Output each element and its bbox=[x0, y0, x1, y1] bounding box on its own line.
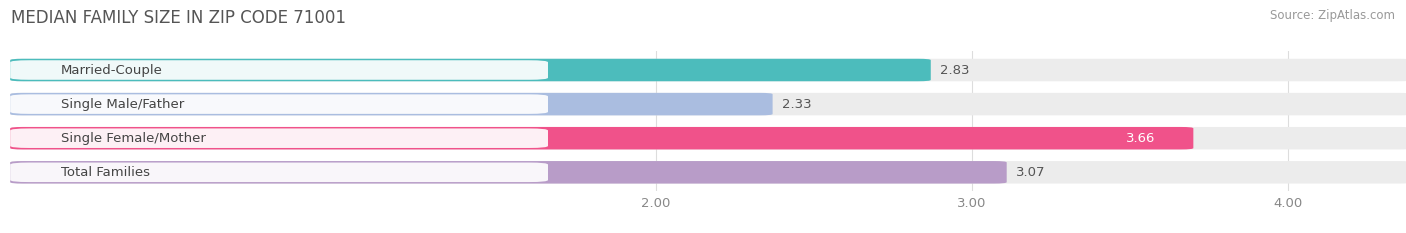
Text: 3.66: 3.66 bbox=[1126, 132, 1156, 145]
Text: 2.33: 2.33 bbox=[782, 98, 811, 111]
FancyBboxPatch shape bbox=[10, 127, 1194, 149]
FancyBboxPatch shape bbox=[10, 93, 1406, 115]
FancyBboxPatch shape bbox=[10, 93, 773, 115]
FancyBboxPatch shape bbox=[10, 128, 548, 148]
FancyBboxPatch shape bbox=[10, 59, 1406, 81]
FancyBboxPatch shape bbox=[10, 94, 548, 114]
Text: Total Families: Total Families bbox=[60, 166, 150, 179]
Text: Source: ZipAtlas.com: Source: ZipAtlas.com bbox=[1270, 9, 1395, 22]
FancyBboxPatch shape bbox=[10, 127, 1406, 149]
Text: MEDIAN FAMILY SIZE IN ZIP CODE 71001: MEDIAN FAMILY SIZE IN ZIP CODE 71001 bbox=[11, 9, 346, 27]
Text: 3.07: 3.07 bbox=[1017, 166, 1046, 179]
FancyBboxPatch shape bbox=[10, 163, 548, 182]
FancyBboxPatch shape bbox=[10, 60, 548, 80]
Text: 2.83: 2.83 bbox=[941, 64, 970, 76]
Text: Single Female/Mother: Single Female/Mother bbox=[60, 132, 205, 145]
FancyBboxPatch shape bbox=[10, 161, 1007, 184]
FancyBboxPatch shape bbox=[10, 161, 1406, 184]
FancyBboxPatch shape bbox=[10, 59, 931, 81]
Text: Married-Couple: Married-Couple bbox=[60, 64, 163, 76]
Text: Single Male/Father: Single Male/Father bbox=[60, 98, 184, 111]
